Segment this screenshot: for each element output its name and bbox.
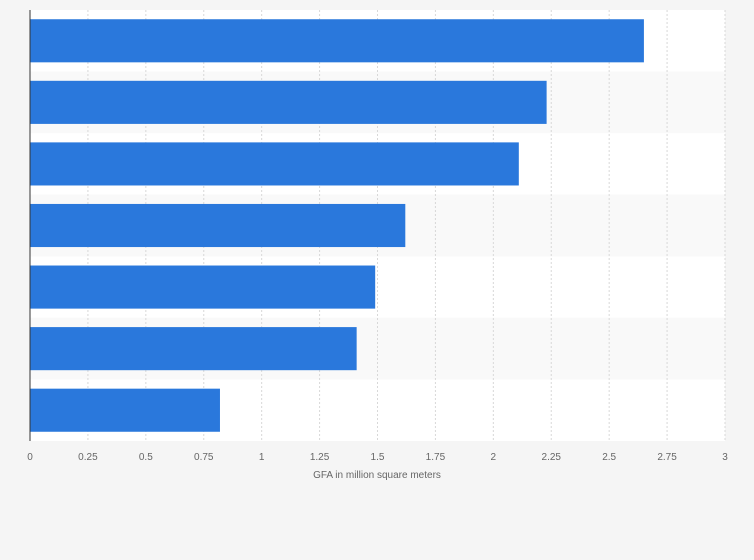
bar[interactable] bbox=[30, 388, 220, 432]
x-tick-label: 0 bbox=[27, 452, 33, 463]
x-tick-label: 1.75 bbox=[426, 452, 446, 463]
x-tick-label: 1 bbox=[259, 452, 265, 463]
x-tick-label: 2.25 bbox=[542, 452, 562, 463]
x-tick-labels: 0 0.25 0.5 0.75 1 1.25 1.5 1.75 2 2.25 2.5 2.75 3 bbox=[27, 452, 728, 463]
bar[interactable] bbox=[30, 265, 376, 309]
bar[interactable] bbox=[30, 327, 357, 371]
bar[interactable] bbox=[30, 142, 519, 186]
x-tick-label: 2.75 bbox=[657, 452, 677, 463]
bars bbox=[30, 19, 644, 432]
x-axis-title: GFA in million square meters bbox=[313, 470, 441, 481]
x-tick-label: 0.5 bbox=[139, 452, 153, 463]
x-tick-label: 0.75 bbox=[194, 452, 214, 463]
x-tick-label: 2 bbox=[491, 452, 497, 463]
bar[interactable] bbox=[30, 19, 644, 63]
x-tick-label: 3 bbox=[722, 452, 728, 463]
bar[interactable] bbox=[30, 80, 547, 124]
x-tick-label: 1.25 bbox=[310, 452, 330, 463]
x-tick-label: 0.25 bbox=[78, 452, 98, 463]
x-tick-label: 1.5 bbox=[371, 452, 385, 463]
bar[interactable] bbox=[30, 203, 406, 248]
x-tick-label: 2.5 bbox=[602, 452, 616, 463]
